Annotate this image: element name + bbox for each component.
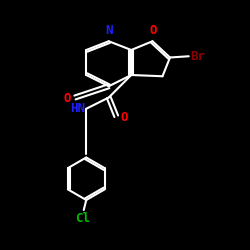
Text: N: N	[105, 24, 112, 37]
Text: HN: HN	[70, 102, 85, 115]
Text: O: O	[64, 92, 71, 105]
Text: O: O	[150, 24, 158, 37]
Text: Br: Br	[190, 50, 205, 63]
Text: Cl: Cl	[75, 212, 90, 226]
Text: O: O	[120, 111, 128, 124]
